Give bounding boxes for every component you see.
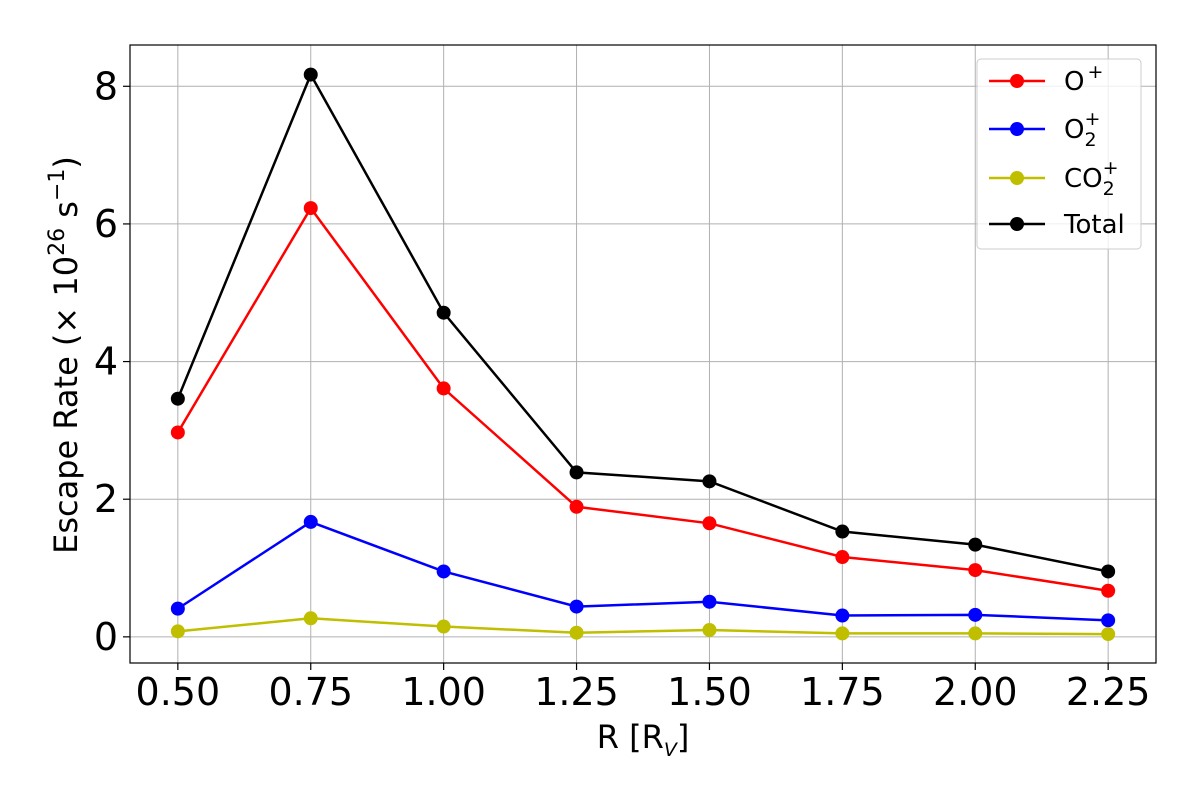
data-point-o	[968, 563, 983, 578]
legend-label-subscript: 2	[1084, 129, 1096, 151]
y-axis-label-unit: s	[47, 201, 85, 228]
series-line-o	[176, 205, 1109, 592]
y-tick-label: 2	[94, 477, 118, 521]
data-point-o	[170, 425, 185, 440]
data-point-o2	[1101, 613, 1116, 628]
series-layer	[170, 67, 1116, 642]
x-tick-label: 0.75	[268, 670, 353, 714]
data-point-co2	[303, 611, 318, 626]
x-tick-label: 0.50	[136, 670, 221, 714]
data-point-o	[702, 516, 717, 531]
series-co2	[170, 611, 1116, 642]
data-point-o	[303, 201, 318, 216]
series-total	[170, 67, 1116, 579]
legend-label-superscript: +	[1087, 61, 1103, 83]
legend-label-o: O +	[1064, 61, 1103, 97]
data-point-total	[303, 67, 318, 82]
legend-marker-o2	[1010, 122, 1024, 136]
y-tick-label: 4	[94, 340, 118, 384]
data-point-o2	[303, 514, 318, 529]
data-point-total	[569, 465, 584, 480]
data-point-o2	[835, 608, 850, 623]
data-point-total	[968, 537, 983, 552]
y-tick-label: 6	[94, 202, 118, 246]
series-o	[170, 201, 1116, 598]
data-point-co2	[569, 625, 584, 640]
data-point-co2	[835, 626, 850, 641]
data-point-co2	[170, 624, 185, 639]
series-o2	[170, 514, 1116, 628]
legend-label-text: Total	[1063, 210, 1125, 240]
series-line-total	[176, 71, 1109, 573]
legend-label-o2: O+ 2	[1064, 108, 1100, 151]
legend-label-superscript: +	[1084, 108, 1100, 130]
x-axis-label-subscript: V	[664, 739, 679, 761]
x-tick-label: 2.00	[933, 670, 1018, 714]
data-point-total	[170, 391, 185, 406]
plot-frame	[129, 44, 1157, 664]
data-point-total	[1101, 564, 1116, 579]
x-tick-label: 1.50	[667, 670, 752, 714]
data-point-o2	[968, 607, 983, 622]
y-axis-label-main: Escape Rate (× 10	[47, 256, 85, 554]
data-point-o	[436, 381, 451, 396]
data-point-o	[835, 550, 850, 565]
data-point-o2	[569, 599, 584, 614]
series-line-o2	[177, 520, 1109, 622]
y-axis-label-unit-exponent: −1	[45, 169, 70, 201]
x-axis-label-main: R [R	[597, 718, 664, 756]
legend-marker-co2	[1010, 171, 1024, 185]
legend-label-co2: CO+ 2	[1064, 157, 1119, 200]
x-tick-label: 1.75	[800, 670, 885, 714]
data-point-o2	[436, 564, 451, 579]
y-axis-label: Escape Rate (× 1026 s−1)	[45, 156, 85, 554]
data-point-o	[569, 499, 584, 514]
axis-ticks: 0.50 0.75 1.00 1.25 1.50 1.75 2.00 2.25 0 2 4 6 8	[94, 64, 1151, 714]
legend-label-text: CO	[1064, 164, 1103, 194]
legend-item-total: Total	[989, 210, 1125, 240]
data-point-co2	[436, 619, 451, 634]
legend-item-co2: CO+ 2	[989, 157, 1119, 200]
data-point-co2	[968, 626, 983, 641]
data-point-total	[702, 474, 717, 489]
y-tick-label: 0	[94, 615, 118, 659]
data-point-co2	[1101, 627, 1116, 642]
x-tick-label: 1.00	[401, 670, 486, 714]
y-tick-label: 8	[94, 64, 118, 108]
y-axis-label-exponent: 26	[45, 228, 70, 256]
x-axis-label-close: ]	[677, 718, 689, 756]
x-tick-label: 1.25	[534, 670, 619, 714]
data-point-co2	[702, 622, 717, 637]
legend-marker-o	[1010, 74, 1024, 88]
legend-label-superscript: +	[1103, 157, 1119, 179]
legend-box	[976, 58, 1142, 250]
data-point-o	[1101, 583, 1116, 598]
data-point-total	[835, 524, 850, 539]
legend-marker-total	[1010, 217, 1024, 231]
y-axis-label-close: )	[47, 156, 85, 168]
legend-label-subscript: 2	[1103, 178, 1115, 200]
legend-item-o: O +	[989, 61, 1103, 97]
data-point-o2	[702, 594, 717, 609]
data-point-total	[436, 305, 451, 320]
x-axis-label: R [RV]	[597, 718, 690, 761]
x-tick-label: 2.25	[1066, 670, 1151, 714]
legend-label-total: Total	[1063, 210, 1125, 240]
legend-item-o2: O+ 2	[989, 108, 1100, 151]
series-line-co2	[177, 617, 1109, 636]
data-point-o2	[170, 601, 185, 616]
legend-label-text: O	[1064, 115, 1084, 145]
legend-label-text: O	[1064, 67, 1084, 97]
